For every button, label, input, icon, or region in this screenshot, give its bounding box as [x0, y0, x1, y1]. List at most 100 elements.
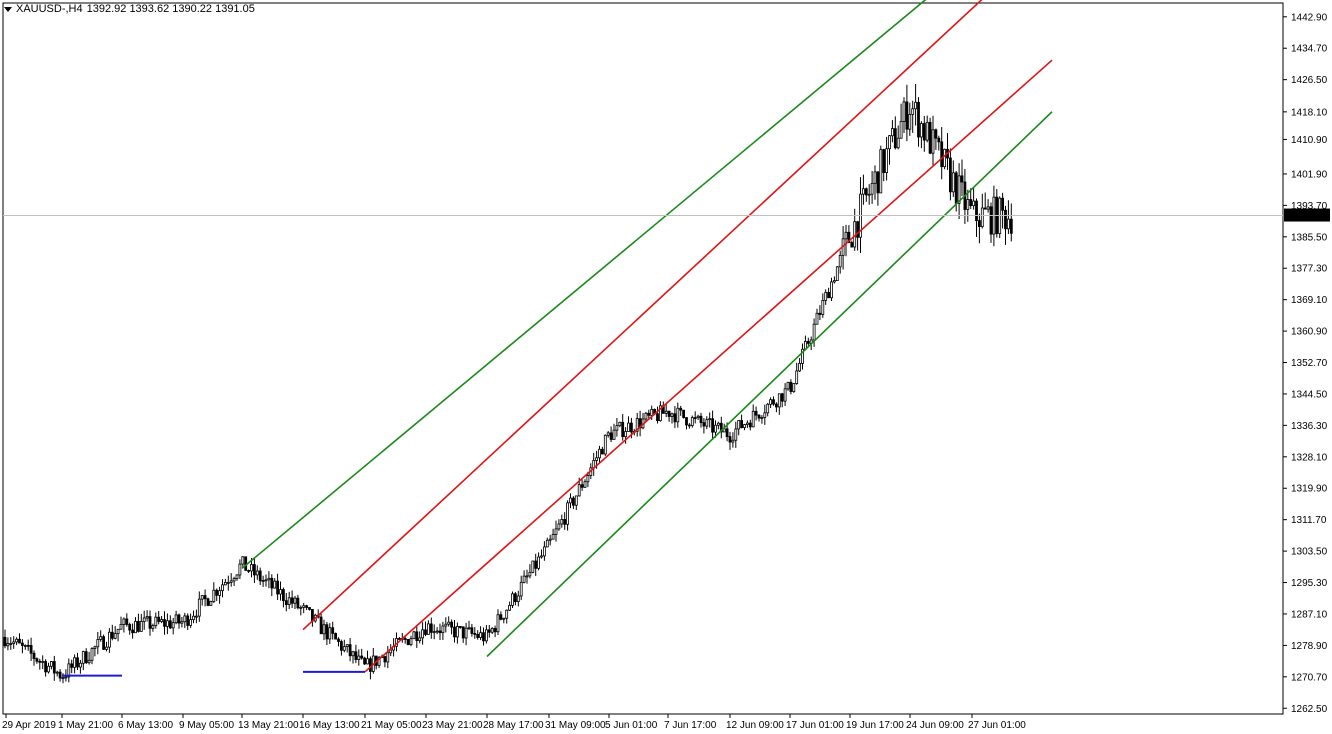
- candle-body: [847, 231, 851, 243]
- candle-body: [690, 417, 694, 426]
- candle-body: [215, 589, 219, 596]
- candle-body: [424, 629, 427, 635]
- candle-body: [951, 172, 955, 193]
- candle-body: [218, 590, 222, 596]
- candle-body: [386, 652, 390, 663]
- candle-body: [377, 656, 381, 666]
- candle-body: [32, 652, 36, 660]
- candle-body: [719, 422, 723, 433]
- candle-body: [342, 646, 346, 651]
- candle-body: [351, 651, 355, 657]
- x-tick-label: 1 May 21:00: [58, 720, 113, 731]
- y-tick-label: 1278.90: [1291, 641, 1328, 652]
- candle-body: [699, 415, 703, 424]
- candle-body: [174, 614, 178, 624]
- candle-body: [824, 292, 828, 301]
- candle-body: [142, 617, 146, 622]
- candle-body: [250, 564, 253, 572]
- candle-body: [612, 429, 616, 440]
- candle-body: [44, 661, 47, 673]
- candle-body: [160, 619, 164, 622]
- candle-body: [763, 412, 767, 418]
- candle-body: [441, 625, 445, 634]
- candle-body: [212, 589, 216, 602]
- candle-body: [966, 199, 970, 210]
- candle-body: [714, 424, 717, 433]
- dropdown-triangle-icon[interactable]: [4, 6, 12, 12]
- y-tick-label: 1410.90: [1291, 135, 1328, 146]
- candle-body: [270, 577, 274, 589]
- candle-body: [447, 621, 451, 625]
- candle-body: [305, 605, 309, 608]
- candle-body: [252, 564, 256, 576]
- candle-body: [551, 534, 555, 540]
- candle-body: [325, 624, 329, 640]
- candle-body: [366, 658, 369, 665]
- candle-body: [508, 605, 512, 611]
- candle-body: [23, 644, 27, 647]
- candle-body: [197, 598, 201, 617]
- candle-body: [757, 414, 761, 419]
- candle-body: [131, 629, 135, 634]
- candle-body: [35, 658, 39, 662]
- candle-body: [786, 381, 790, 390]
- candle-body: [650, 408, 654, 416]
- candle-body: [914, 101, 917, 110]
- candle-body: [806, 341, 810, 344]
- y-tick-label: 1434.70: [1291, 44, 1328, 55]
- candle-body: [760, 417, 764, 419]
- candle-body: [870, 182, 874, 195]
- candle-body: [189, 619, 193, 626]
- outer-channel-lower[interactable]: [486, 111, 1053, 658]
- candle-body: [905, 101, 909, 130]
- candle-body: [540, 555, 543, 558]
- candle-body: [815, 312, 819, 325]
- symbol-label: XAUUSD-,H4: [16, 3, 83, 15]
- candle-body: [281, 589, 285, 602]
- current-price-label: 1391.05: [1284, 208, 1330, 222]
- candle-body: [290, 597, 294, 604]
- candle-body: [308, 607, 311, 610]
- candle-body: [888, 135, 891, 150]
- candle-body: [299, 606, 303, 609]
- candle-body: [693, 417, 697, 420]
- candle-body: [514, 593, 517, 602]
- candle-body: [980, 207, 984, 227]
- candle-body: [247, 570, 251, 572]
- candle-body: [603, 434, 607, 455]
- candle-body: [737, 420, 741, 430]
- candle-body: [922, 123, 926, 141]
- candle-body: [772, 399, 775, 405]
- candle-body: [389, 649, 393, 654]
- candle-body: [725, 428, 729, 437]
- outer-channel-upper[interactable]: [241, 0, 990, 569]
- candle-body: [258, 570, 262, 582]
- candle-body: [61, 677, 65, 680]
- candle-body: [139, 621, 143, 632]
- candle-body: [70, 663, 74, 668]
- candle-body: [206, 598, 210, 606]
- candle-body: [171, 622, 175, 629]
- candle-body: [345, 644, 349, 648]
- trend-lines[interactable]: [62, 0, 1053, 677]
- candle-body: [734, 428, 738, 441]
- candle-body: [688, 424, 691, 427]
- candle-body: [209, 601, 213, 606]
- candle-body: [435, 630, 439, 633]
- candle-body: [18, 638, 21, 644]
- inner-channel-upper[interactable]: [302, 0, 990, 631]
- candle-body: [708, 418, 712, 421]
- candle-body: [163, 619, 166, 627]
- candle-body: [331, 627, 335, 634]
- candle-body: [876, 171, 880, 194]
- candle-body: [484, 629, 488, 642]
- candle-body: [856, 221, 859, 238]
- candle-body: [949, 157, 952, 193]
- candle-body: [186, 615, 190, 626]
- candle-body: [618, 421, 622, 427]
- candle-body: [621, 421, 625, 438]
- inner-channel-lower[interactable]: [364, 59, 1053, 673]
- candle-body: [748, 422, 752, 428]
- candle-body: [893, 128, 897, 149]
